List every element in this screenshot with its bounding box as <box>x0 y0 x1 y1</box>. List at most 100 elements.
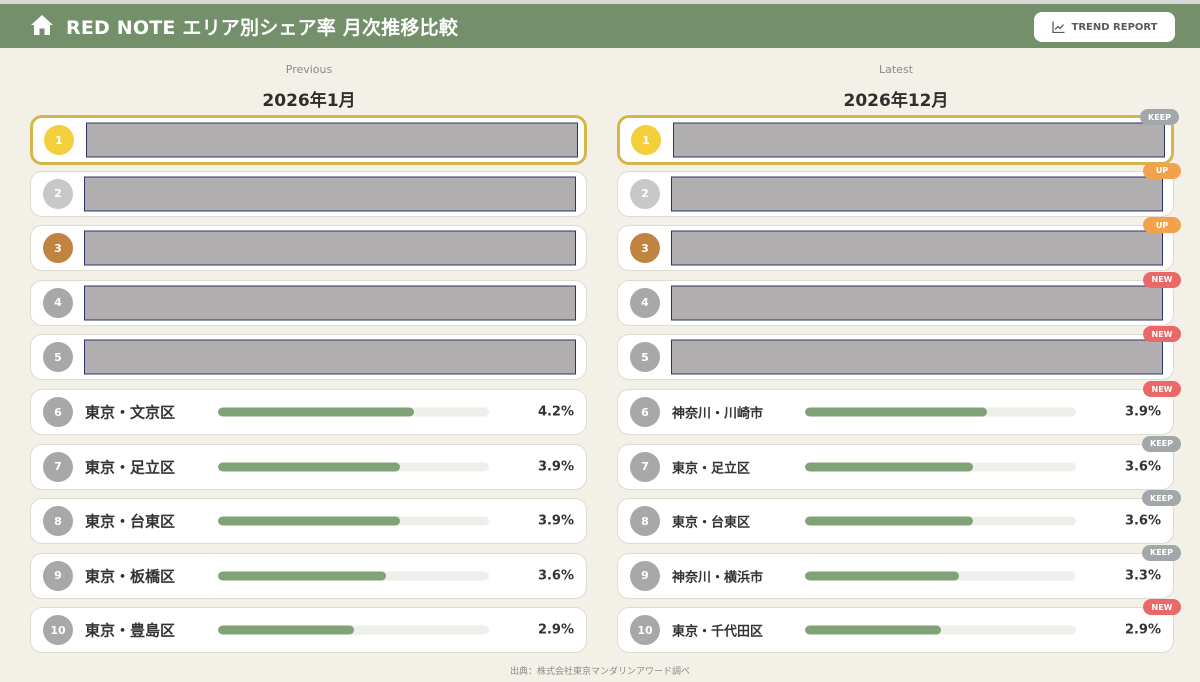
share-bar-track <box>218 516 489 526</box>
rank-badge: 7 <box>43 451 73 482</box>
rank-badge: 10 <box>630 615 660 646</box>
page-title: RED NOTE エリア別シェア率 月次推移比較 <box>66 17 459 39</box>
latest-label: Latest <box>879 63 913 76</box>
share-bar-fill <box>805 462 974 472</box>
redacted-area-block <box>84 339 576 375</box>
home-icon[interactable] <box>30 14 54 36</box>
status-badge-keep: KEEP <box>1142 435 1181 452</box>
rank-badge: 2 <box>630 178 660 209</box>
share-percent: 2.9% <box>1124 622 1161 638</box>
ranking-row: 3 UP <box>617 217 1181 272</box>
status-badge-keep: KEEP <box>1140 109 1179 125</box>
ranking-row: 10 東京・豊島区 2.9% <box>30 607 587 654</box>
ranking-row: 2 UP <box>617 162 1181 217</box>
source-note: 出典：株式会社東京マンダリンアワード調べ <box>509 667 690 677</box>
status-badge-keep: KEEP <box>1142 544 1181 561</box>
rank-badge: 5 <box>43 342 73 373</box>
redacted-area-block <box>86 122 578 158</box>
rank-badge: 9 <box>630 560 660 591</box>
share-bar-track <box>805 407 1076 417</box>
ranking-row: 10 東京・千代田区 2.9% NEW <box>617 599 1181 654</box>
share-percent: 2.9% <box>537 622 574 638</box>
status-badge-new: NEW <box>1143 326 1181 343</box>
previous-label: Previous <box>285 63 333 76</box>
redacted-area-block <box>671 176 1163 212</box>
header-bar: RED NOTE エリア別シェア率 月次推移比較 TREND REPORT <box>0 0 1200 48</box>
previous-month-title: 2026年1月 <box>262 91 356 111</box>
rank-badge: 1 <box>44 125 74 155</box>
latest-month-title: 2026年12月 <box>843 91 949 111</box>
area-name: 東京・文京区 <box>85 403 176 422</box>
area-name: 神奈川・川崎市 <box>672 406 764 422</box>
redacted-area-block <box>671 339 1163 375</box>
redacted-area-block <box>84 176 576 212</box>
share-bar-fill <box>805 516 974 526</box>
rank-badge: 8 <box>630 506 660 537</box>
rank-badge: 9 <box>43 560 73 591</box>
share-bar-track <box>218 462 489 472</box>
share-bar-fill <box>218 625 354 635</box>
share-percent: 3.6% <box>1124 459 1161 475</box>
share-percent: 3.6% <box>1124 513 1161 529</box>
rank-badge: 8 <box>43 506 73 537</box>
area-name: 東京・足立区 <box>85 458 176 477</box>
status-badge-new: NEW <box>1143 599 1181 616</box>
ranking-row: 5 <box>30 334 587 381</box>
trend-report-label: TREND REPORT <box>1071 21 1158 33</box>
ranking-row: 9 神奈川・横浜市 3.3% KEEP <box>617 544 1181 599</box>
redacted-area-block <box>671 230 1163 266</box>
ranking-row: 6 東京・文京区 4.2% <box>30 389 587 435</box>
share-bar-track <box>805 571 1076 581</box>
share-bar-fill <box>218 516 401 526</box>
share-bar-track <box>805 462 1076 472</box>
rank-badge: 3 <box>43 233 73 264</box>
trend-chart-icon <box>1051 21 1065 33</box>
share-bar-fill <box>218 571 387 581</box>
rank-badge: 1 <box>631 125 661 155</box>
redacted-area-block <box>84 230 576 266</box>
redacted-area-block <box>673 122 1165 158</box>
ranking-row: 7 東京・足立区 3.9% <box>30 443 587 490</box>
status-badge-keep: KEEP <box>1142 490 1181 507</box>
ranking-row: 3 <box>30 225 587 272</box>
rank-badge: 4 <box>630 287 660 318</box>
ranking-row: 9 東京・板橋区 3.6% <box>30 552 587 599</box>
area-name: 東京・豊島区 <box>85 621 176 640</box>
rank-badge: 4 <box>43 287 73 318</box>
share-bar-fill <box>218 462 401 472</box>
ranking-row: 5 NEW <box>617 326 1181 381</box>
ranking-row: 1 <box>30 115 587 165</box>
share-percent: 4.2% <box>537 404 574 420</box>
area-name: 東京・台東区 <box>672 515 751 531</box>
share-bar-fill <box>805 407 988 417</box>
share-bar-track <box>218 625 489 635</box>
area-name: 神奈川・横浜市 <box>672 570 764 586</box>
status-badge-new: NEW <box>1143 381 1181 397</box>
rank-badge: 10 <box>43 615 73 646</box>
area-name: 東京・足立区 <box>672 461 751 477</box>
share-percent: 3.3% <box>1124 568 1161 584</box>
ranking-row: 4 NEW <box>617 271 1181 326</box>
share-bar-fill <box>805 571 960 581</box>
area-name: 東京・台東区 <box>85 512 176 531</box>
share-percent: 3.9% <box>537 513 574 529</box>
ranking-row: 8 東京・台東区 3.9% <box>30 498 587 545</box>
share-percent: 3.6% <box>537 568 574 584</box>
redacted-area-block <box>671 285 1163 321</box>
share-bar-fill <box>805 625 941 635</box>
redacted-area-block <box>84 285 576 321</box>
share-bar-track <box>805 625 1076 635</box>
rank-badge: 3 <box>630 233 660 264</box>
status-badge-new: NEW <box>1143 271 1181 288</box>
share-bar-track <box>218 407 489 417</box>
status-badge-up: UP <box>1143 217 1181 234</box>
share-bar-fill <box>218 407 415 417</box>
share-bar-track <box>805 516 1076 526</box>
ranking-row: 6 神奈川・川崎市 3.9% NEW <box>617 381 1181 435</box>
ranking-row: 2 <box>30 170 587 217</box>
area-name: 東京・千代田区 <box>672 624 764 640</box>
share-bar-track <box>218 571 489 581</box>
ranking-row: 4 <box>30 279 587 326</box>
rank-badge: 2 <box>43 178 73 209</box>
trend-report-button[interactable]: TREND REPORT <box>1034 12 1175 42</box>
